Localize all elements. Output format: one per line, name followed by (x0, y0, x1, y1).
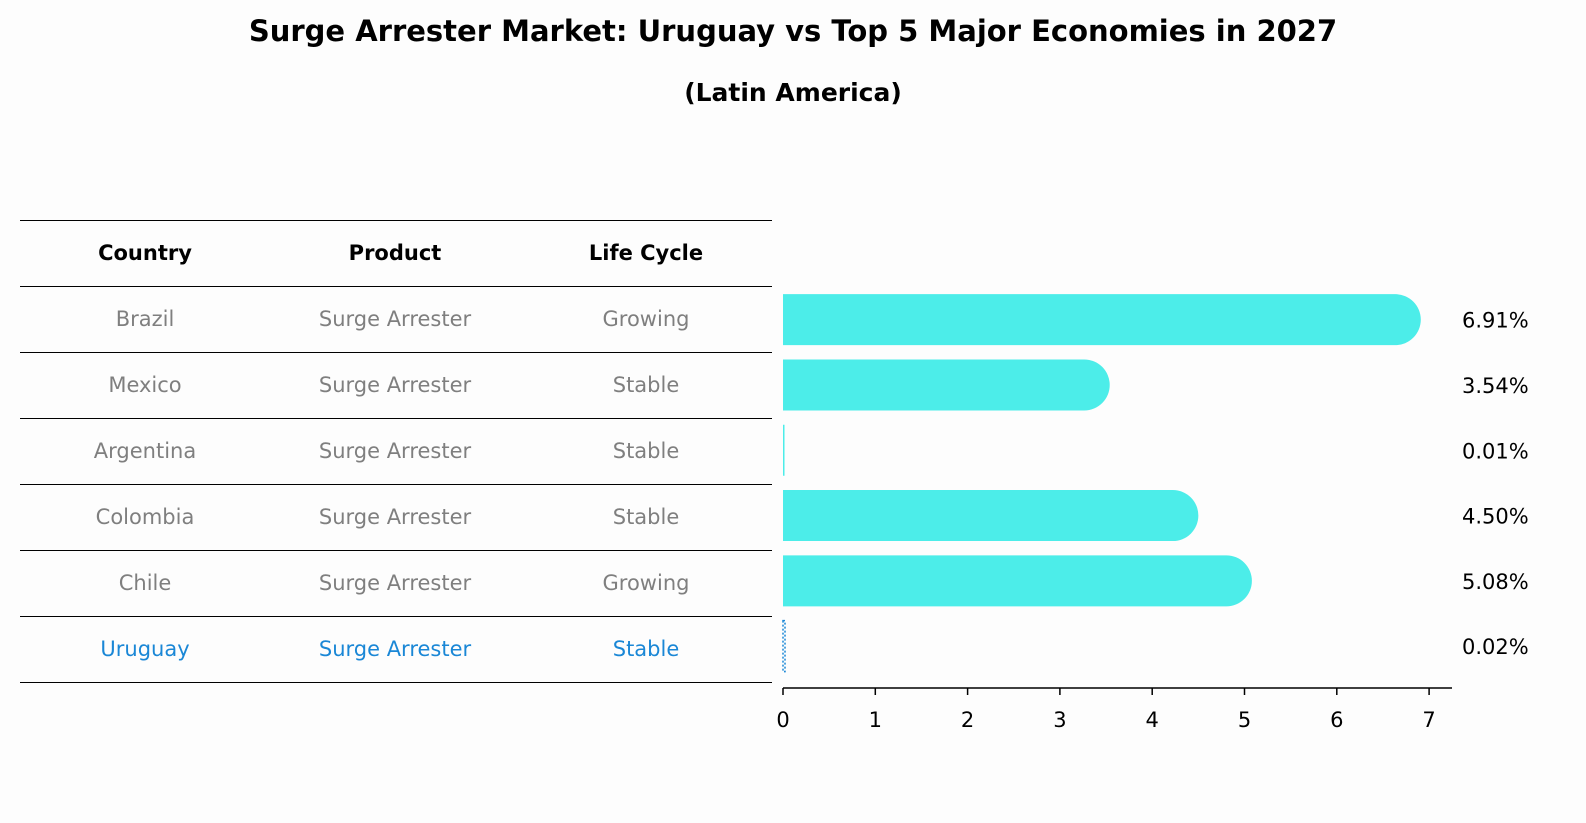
data-table: Country Product Life Cycle Brazil Surge Arre… (20, 220, 772, 683)
x-tick-label: 2 (961, 708, 974, 732)
table-cell-life-cycle: Stable (612, 505, 680, 529)
country-header: Country (98, 241, 192, 265)
table-cell-life-cycle: Growing (602, 571, 690, 595)
x-tick-label: 6 (1330, 708, 1343, 732)
table-cell-life-cycle: Stable (612, 637, 680, 661)
table-rule (20, 550, 772, 551)
table-rule (20, 352, 772, 353)
x-tick-label: 5 (1238, 708, 1251, 732)
data-label: 0.01% (1462, 439, 1529, 463)
bar (783, 490, 1199, 542)
table-cell-life-cycle: Stable (612, 373, 680, 397)
table-rule (20, 418, 772, 419)
data-label: 4.50% (1462, 505, 1529, 529)
table-rule (20, 682, 772, 683)
table-cell-product: Surge Arrester (318, 307, 472, 331)
bar (783, 424, 785, 476)
data-label: 6.91% (1462, 309, 1529, 333)
data-label: 5.08% (1462, 570, 1529, 594)
bar (783, 294, 1421, 346)
table-cell-product: Surge Arrester (318, 505, 472, 529)
table-cell-country: Colombia (95, 505, 195, 529)
table-cell-country: Chile (118, 571, 172, 595)
x-tick-label: 7 (1422, 708, 1435, 732)
table-rule (20, 616, 772, 617)
table-rule (20, 220, 772, 221)
table-cell-life-cycle: Stable (612, 439, 680, 463)
life-cycle-header: Life Cycle (588, 241, 704, 265)
table-cell-country: Mexico (108, 373, 182, 397)
table-cell-country: Brazil (115, 307, 175, 331)
data-label: 3.54% (1462, 374, 1529, 398)
chart-subtitle: (Latin America) (684, 78, 902, 107)
x-tick-label: 4 (1146, 708, 1159, 732)
table-cell-country: Uruguay (100, 637, 190, 661)
product-header: Product (348, 241, 442, 265)
table-rule (20, 286, 772, 287)
table-rule (20, 484, 772, 485)
x-tick-label: 3 (1053, 708, 1066, 732)
table-cell-country: Argentina (93, 439, 197, 463)
x-tick-label: 0 (776, 708, 789, 732)
bar (783, 359, 1110, 411)
table-cell-product: Surge Arrester (318, 373, 472, 397)
x-tick-label: 1 (869, 708, 882, 732)
table-cell-product: Surge Arrester (318, 637, 472, 661)
bar (782, 619, 786, 673)
table-cell-product: Surge Arrester (318, 571, 472, 595)
data-label: 0.02% (1462, 635, 1529, 659)
table-cell-life-cycle: Growing (602, 307, 690, 331)
table-cell-product: Surge Arrester (318, 439, 472, 463)
bar (783, 555, 1252, 607)
chart-title: Surge Arrester Market: Uruguay vs Top 5 … (248, 14, 1338, 48)
